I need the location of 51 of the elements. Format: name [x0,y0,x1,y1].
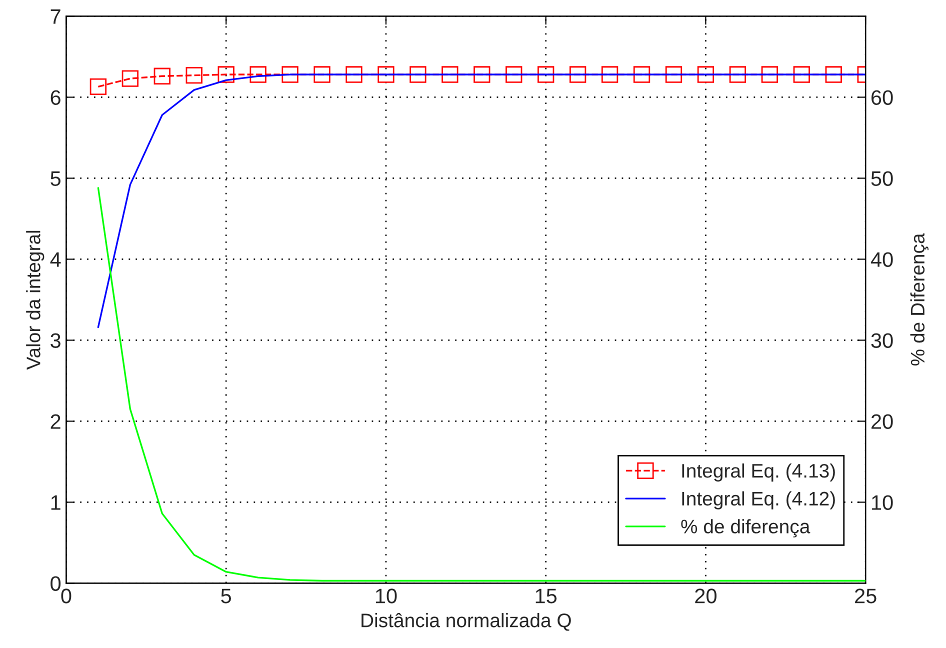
y2-tick-label: 40 [870,252,893,267]
point [122,70,139,87]
point [601,66,618,83]
point [761,66,778,83]
point [314,66,330,83]
point [538,66,554,83]
point [218,66,234,83]
point [250,66,266,83]
y-tick-label: 5 [50,171,60,186]
y-tick-label: 1 [51,495,60,510]
legend-label: Integral Eq. (4.13) [682,463,835,482]
point [506,66,522,83]
y-tick-label: 6 [50,90,60,105]
point [793,66,810,83]
point [474,66,490,83]
point [825,66,842,83]
point [282,66,298,83]
y-axis-title: Valor da integral [26,230,44,370]
x-tick-label: 5 [221,588,232,604]
x-axis-title: Distância normalizada Q [362,612,571,631]
x-tick-label: 15 [536,588,557,604]
point [186,66,202,84]
x-tick-label: 10 [376,588,397,604]
y-tick-label: 2 [50,414,60,429]
point [729,66,746,83]
point [90,78,107,96]
point [665,66,682,83]
point [154,68,170,84]
y2-tick-label: 20 [872,414,893,429]
legend-label: % de diferença [681,519,810,538]
y-tick-label: 4 [50,252,61,267]
point [569,66,586,83]
y2-tick-label: 30 [871,333,893,348]
y-tick-label: 3 [50,333,60,348]
y2-tick-label: 10 [872,495,893,510]
x-tick-label: 0 [61,588,72,604]
y2-tick-label: 50 [871,171,893,186]
x-tick-label: 25 [855,588,876,604]
y-tick-label: 7 [50,9,60,24]
point [442,66,458,83]
legend-label: Integral Eq. (4.12) [682,491,835,510]
point [633,66,650,83]
y-tick-label: 0 [50,576,61,591]
point [378,66,394,83]
x-tick-label: 20 [695,588,716,604]
point [410,66,426,83]
y2-tick-label: 60 [872,90,893,105]
point [697,66,714,83]
y2-axis-title: % de Diferença [910,233,928,366]
line-series [97,187,866,582]
point [346,66,362,83]
